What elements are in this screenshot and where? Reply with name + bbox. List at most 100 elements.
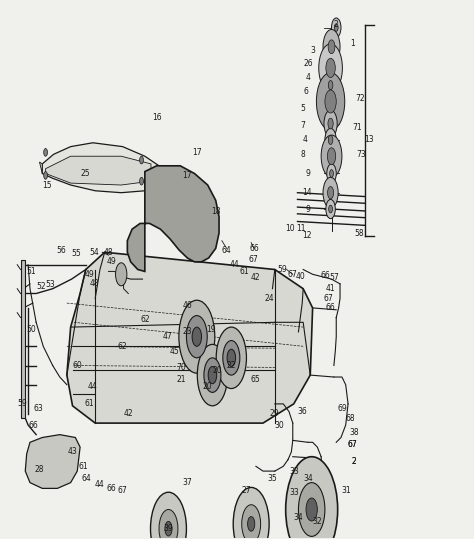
Text: 67: 67 [288, 270, 298, 279]
Text: 46: 46 [182, 301, 192, 310]
Text: 34: 34 [303, 474, 313, 483]
Polygon shape [25, 434, 80, 488]
Circle shape [233, 487, 269, 539]
Circle shape [159, 509, 178, 539]
Text: 6: 6 [303, 87, 308, 96]
Circle shape [324, 110, 337, 137]
Circle shape [116, 263, 127, 286]
Circle shape [247, 516, 255, 531]
Circle shape [151, 492, 186, 539]
Text: 15: 15 [42, 181, 52, 190]
Text: 12: 12 [302, 231, 312, 240]
Text: 1: 1 [350, 39, 355, 49]
Text: 63: 63 [34, 404, 44, 413]
Text: 62: 62 [118, 342, 128, 351]
Text: 4: 4 [303, 135, 308, 144]
Text: 49: 49 [85, 270, 94, 279]
Text: 67: 67 [324, 294, 334, 303]
Text: 72: 72 [355, 94, 365, 103]
Text: 35: 35 [267, 474, 277, 483]
Circle shape [328, 186, 334, 199]
Polygon shape [39, 162, 42, 174]
Text: 20: 20 [212, 366, 222, 375]
Circle shape [326, 199, 335, 219]
Text: 27: 27 [242, 486, 251, 495]
Text: 38: 38 [349, 428, 359, 437]
Text: 68: 68 [346, 414, 355, 423]
Circle shape [327, 164, 336, 183]
Circle shape [44, 149, 47, 156]
Text: 9: 9 [305, 169, 310, 178]
Text: 58: 58 [354, 230, 364, 238]
Text: 42: 42 [124, 409, 133, 418]
Text: 2: 2 [334, 20, 338, 29]
Text: 66: 66 [249, 244, 259, 253]
Circle shape [325, 90, 336, 113]
Polygon shape [20, 260, 25, 418]
Text: 61: 61 [85, 399, 94, 409]
Text: 61: 61 [239, 267, 249, 276]
Text: 45: 45 [170, 347, 180, 356]
Circle shape [204, 358, 221, 392]
Text: 10: 10 [285, 224, 295, 233]
Text: 70: 70 [176, 363, 186, 372]
Text: 16: 16 [152, 113, 162, 122]
Text: 44: 44 [95, 480, 105, 489]
Polygon shape [46, 156, 151, 185]
Text: 59: 59 [277, 265, 287, 274]
Circle shape [326, 58, 335, 78]
Text: 33: 33 [290, 488, 300, 497]
Circle shape [325, 74, 336, 96]
Text: 55: 55 [72, 248, 81, 258]
Text: 24: 24 [264, 294, 274, 303]
Text: 19: 19 [206, 324, 216, 334]
Circle shape [299, 482, 325, 536]
Text: 8: 8 [301, 150, 306, 159]
Text: 11: 11 [296, 224, 306, 233]
Text: 48: 48 [90, 279, 99, 288]
Text: 66: 66 [107, 484, 117, 493]
Polygon shape [128, 166, 219, 272]
Circle shape [328, 148, 336, 165]
Circle shape [323, 177, 338, 208]
Text: 67: 67 [348, 440, 358, 449]
Text: 53: 53 [46, 280, 55, 289]
Text: 65: 65 [250, 375, 260, 384]
Text: 48: 48 [104, 248, 113, 257]
Circle shape [328, 205, 332, 213]
Circle shape [179, 300, 215, 373]
Text: 26: 26 [303, 59, 313, 67]
Text: 44: 44 [230, 260, 239, 269]
Text: 51: 51 [27, 267, 36, 276]
Text: 2: 2 [352, 457, 356, 466]
Text: 25: 25 [80, 169, 90, 178]
Text: 17: 17 [182, 171, 192, 180]
Text: 60: 60 [73, 361, 82, 370]
Text: 56: 56 [56, 246, 66, 255]
Text: 34: 34 [293, 513, 303, 522]
Circle shape [192, 327, 201, 346]
Text: 66: 66 [326, 303, 336, 313]
Text: 42: 42 [251, 273, 261, 282]
Text: 62: 62 [140, 315, 150, 324]
Circle shape [140, 156, 144, 164]
Text: 33: 33 [290, 467, 300, 475]
Text: 69: 69 [337, 404, 347, 413]
Circle shape [165, 521, 172, 536]
Text: 23: 23 [182, 327, 192, 336]
Circle shape [328, 40, 335, 54]
Circle shape [317, 73, 345, 130]
Text: 52: 52 [36, 282, 46, 291]
Text: 20: 20 [203, 382, 212, 391]
Text: 29: 29 [270, 409, 280, 418]
Polygon shape [42, 143, 159, 193]
Text: 67: 67 [249, 255, 258, 265]
Circle shape [216, 327, 246, 389]
Text: 47: 47 [162, 332, 172, 341]
Text: 9: 9 [305, 205, 310, 215]
Text: 49: 49 [107, 257, 117, 266]
Circle shape [286, 457, 337, 539]
Text: 22: 22 [227, 361, 236, 370]
Text: 14: 14 [302, 188, 312, 197]
Text: 66: 66 [29, 420, 39, 430]
